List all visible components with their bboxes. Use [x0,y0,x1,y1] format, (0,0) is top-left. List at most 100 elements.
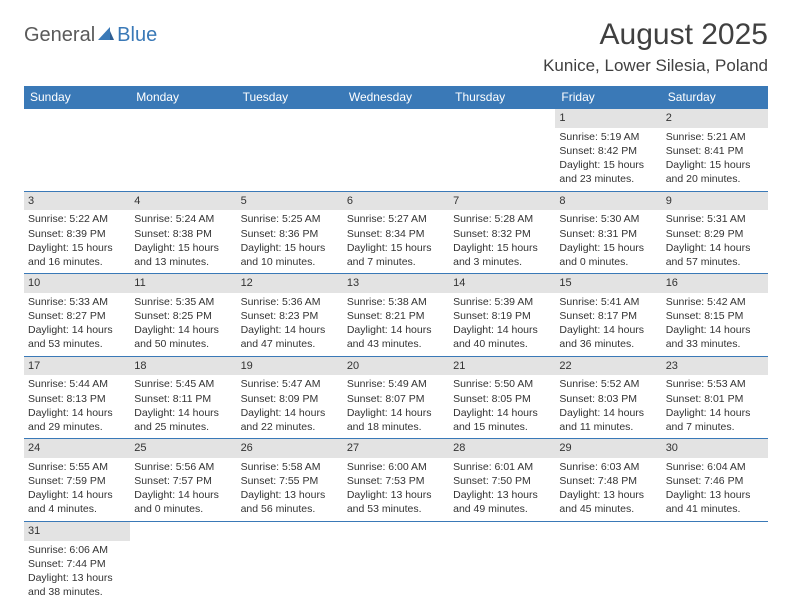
day-cell: 17Sunrise: 5:44 AMSunset: 8:13 PMDayligh… [24,357,130,439]
day-details: Sunrise: 5:56 AMSunset: 7:57 PMDaylight:… [130,460,236,517]
day-details: Sunrise: 5:22 AMSunset: 8:39 PMDaylight:… [24,212,130,269]
day-details: Sunrise: 5:38 AMSunset: 8:21 PMDaylight:… [343,295,449,352]
daylight-text: Daylight: 15 hours and 23 minutes. [559,158,657,186]
sunset-text: Sunset: 7:46 PM [666,474,764,488]
sunset-text: Sunset: 8:19 PM [453,309,551,323]
day-cell: 21Sunrise: 5:50 AMSunset: 8:05 PMDayligh… [449,357,555,439]
day-details: Sunrise: 6:01 AMSunset: 7:50 PMDaylight:… [449,460,555,517]
day-number: 25 [130,439,236,458]
daylight-text: Daylight: 14 hours and 40 minutes. [453,323,551,351]
sunrise-text: Sunrise: 5:50 AM [453,377,551,391]
sunset-text: Sunset: 8:38 PM [134,227,232,241]
day-cell: 25 Sunrise: 5:56 AMSunset: 7:57 PMDayligh… [130,439,236,521]
sunrise-text: Sunrise: 6:04 AM [666,460,764,474]
day-details: Sunrise: 5:36 AMSunset: 8:23 PMDaylight:… [237,295,343,352]
week-row: 24Sunrise: 5:55 AMSunset: 7:59 PMDayligh… [24,439,768,522]
day-cell [343,109,449,191]
sunset-text: Sunset: 8:07 PM [347,392,445,406]
sunrise-text: Sunrise: 5:38 AM [347,295,445,309]
sunset-text: Sunset: 8:39 PM [28,227,126,241]
sunset-text: Sunset: 7:59 PM [28,474,126,488]
daylight-text: Daylight: 13 hours and 49 minutes. [453,488,551,516]
day-details: Sunrise: 5:42 AMSunset: 8:15 PMDaylight:… [662,295,768,352]
sunrise-text: Sunrise: 5:47 AM [241,377,339,391]
sunrise-text: Sunrise: 5:33 AM [28,295,126,309]
day-cell [130,522,236,604]
weekday-header: Thursday [449,86,555,109]
day-number: 31 [24,522,130,541]
sunrise-text: Sunrise: 5:24 AM [134,212,232,226]
sunrise-text: Sunrise: 5:44 AM [28,377,126,391]
day-cell: 5Sunrise: 5:25 AMSunset: 8:36 PMDaylight… [237,192,343,274]
day-number: 18 [130,357,236,376]
day-number: 11 [130,274,236,293]
daylight-text: Daylight: 14 hours and 33 minutes. [666,323,764,351]
header: General Blue August 2025 Kunice, Lower S… [24,18,768,76]
day-details: Sunrise: 6:03 AMSunset: 7:48 PMDaylight:… [555,460,661,517]
sunset-text: Sunset: 7:53 PM [347,474,445,488]
day-details: Sunrise: 5:49 AMSunset: 8:07 PMDaylight:… [343,377,449,434]
day-number: 5 [237,192,343,211]
day-cell: 6Sunrise: 5:27 AMSunset: 8:34 PMDaylight… [343,192,449,274]
sunset-text: Sunset: 8:34 PM [347,227,445,241]
sunrise-text: Sunrise: 5:21 AM [666,130,764,144]
day-cell [449,109,555,191]
day-cell [130,109,236,191]
day-cell [662,522,768,604]
day-cell [343,522,449,604]
day-cell: 31Sunrise: 6:06 AMSunset: 7:44 PMDayligh… [24,522,130,604]
day-details: Sunrise: 5:55 AMSunset: 7:59 PMDaylight:… [24,460,130,517]
weekday-header: Wednesday [343,86,449,109]
sunset-text: Sunset: 8:09 PM [241,392,339,406]
sail-icon [97,25,115,41]
week-row: 3Sunrise: 5:22 AMSunset: 8:39 PMDaylight… [24,192,768,275]
day-cell: 4Sunrise: 5:24 AMSunset: 8:38 PMDaylight… [130,192,236,274]
logo: General Blue [24,24,157,47]
daylight-text: Daylight: 14 hours and 4 minutes. [28,488,126,516]
location: Kunice, Lower Silesia, Poland [543,56,768,76]
daylight-text: Daylight: 14 hours and 18 minutes. [347,406,445,434]
daylight-text: Daylight: 14 hours and 22 minutes. [241,406,339,434]
day-cell: 24Sunrise: 5:55 AMSunset: 7:59 PMDayligh… [24,439,130,521]
day-number: 15 [555,274,661,293]
day-cell: 8Sunrise: 5:30 AMSunset: 8:31 PMDaylight… [555,192,661,274]
day-cell: 28Sunrise: 6:01 AMSunset: 7:50 PMDayligh… [449,439,555,521]
sunrise-text: Sunrise: 5:35 AM [134,295,232,309]
daylight-text: Daylight: 15 hours and 16 minutes. [28,241,126,269]
calendar-body: 1Sunrise: 5:19 AMSunset: 8:42 PMDaylight… [24,109,768,603]
day-details: Sunrise: 5:45 AMSunset: 8:11 PMDaylight:… [130,377,236,434]
day-details: Sunrise: 5:27 AMSunset: 8:34 PMDaylight:… [343,212,449,269]
logo-text-1: General [24,24,95,47]
day-details: Sunrise: 6:00 AMSunset: 7:53 PMDaylight:… [343,460,449,517]
day-details: Sunrise: 5:25 AMSunset: 8:36 PMDaylight:… [237,212,343,269]
day-details: Sunrise: 5:31 AMSunset: 8:29 PMDaylight:… [662,212,768,269]
weekday-header-row: SundayMondayTuesdayWednesdayThursdayFrid… [24,86,768,109]
sunrise-text: Sunrise: 5:30 AM [559,212,657,226]
weekday-header: Sunday [24,86,130,109]
day-cell: 9Sunrise: 5:31 AMSunset: 8:29 PMDaylight… [662,192,768,274]
sunset-text: Sunset: 8:05 PM [453,392,551,406]
day-number: 27 [343,439,449,458]
day-details: Sunrise: 5:58 AMSunset: 7:55 PMDaylight:… [237,460,343,517]
daylight-text: Daylight: 14 hours and 57 minutes. [666,241,764,269]
sunrise-text: Sunrise: 5:49 AM [347,377,445,391]
sunrise-text: Sunrise: 5:25 AM [241,212,339,226]
sunset-text: Sunset: 8:13 PM [28,392,126,406]
day-cell [555,522,661,604]
day-cell: 26 Sunrise: 5:58 AMSunset: 7:55 PMDayligh… [237,439,343,521]
daylight-text: Daylight: 14 hours and 29 minutes. [28,406,126,434]
month-title: August 2025 [543,18,768,52]
sunrise-text: Sunrise: 6:00 AM [347,460,445,474]
sunset-text: Sunset: 8:32 PM [453,227,551,241]
sunset-text: Sunset: 7:44 PM [28,557,126,571]
daylight-text: Daylight: 15 hours and 7 minutes. [347,241,445,269]
daylight-text: Daylight: 15 hours and 13 minutes. [134,241,232,269]
day-number: 30 [662,439,768,458]
day-cell: 22Sunrise: 5:52 AMSunset: 8:03 PMDayligh… [555,357,661,439]
day-number: 2 [662,109,768,128]
sunset-text: Sunset: 8:15 PM [666,309,764,323]
sunrise-text: Sunrise: 5:19 AM [559,130,657,144]
day-cell: 13Sunrise: 5:38 AMSunset: 8:21 PMDayligh… [343,274,449,356]
week-row: 17Sunrise: 5:44 AMSunset: 8:13 PMDayligh… [24,357,768,440]
day-number: 26 [237,439,343,458]
